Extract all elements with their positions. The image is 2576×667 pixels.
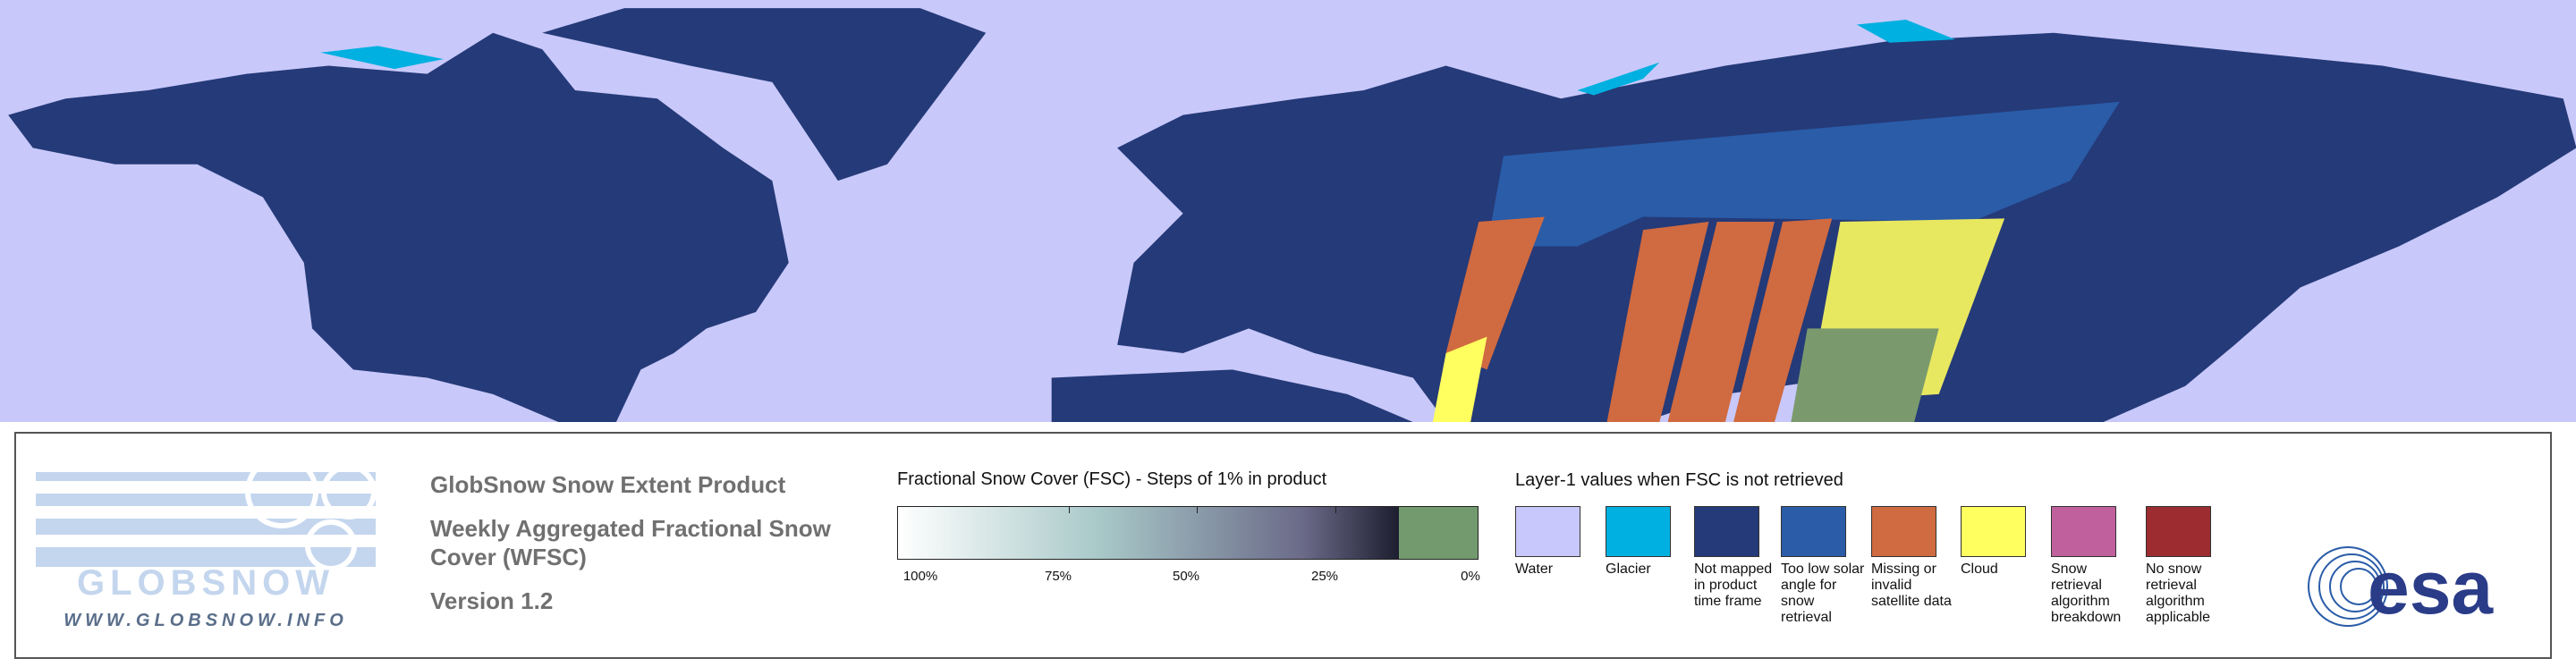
swath xyxy=(1667,221,1775,422)
fsc-tick xyxy=(1335,506,1336,513)
legend-swatch xyxy=(2146,506,2211,557)
swath xyxy=(1445,216,1545,370)
fsc-tick-label: 50% xyxy=(1172,569,1200,584)
globsnow-logo: GLOBSNOW WWW.GLOBSNOW.INFO xyxy=(36,455,377,630)
legend-label: Not mapped in product time frame xyxy=(1694,561,1773,609)
swath xyxy=(1606,221,1709,422)
layer1-title: Layer-1 values when FSC is not retrieved xyxy=(1515,470,1843,490)
fsc-colorbar xyxy=(897,506,1479,560)
map xyxy=(0,0,2576,422)
north-america xyxy=(8,32,789,422)
esa-text: esa xyxy=(2368,545,2494,629)
fsc-title: Fractional Snow Cover (FSC) - Steps of 1… xyxy=(897,469,1327,489)
legend-label: Glacier xyxy=(1606,561,1651,577)
legend-panel xyxy=(14,432,2552,659)
swath xyxy=(1791,328,1939,422)
esa-logo: esa xyxy=(2308,545,2494,629)
legend-swatch xyxy=(1781,506,1846,557)
legend-swatch xyxy=(1961,506,2026,557)
legend-label: Cloud xyxy=(1961,561,1998,577)
africa xyxy=(1051,369,1413,422)
legend-swatch xyxy=(2051,506,2116,557)
product-subtitle: Weekly Aggregated Fractional Snow Cover … xyxy=(430,515,831,570)
logo-name: GLOBSNOW xyxy=(77,563,335,603)
legend-swatch xyxy=(1871,506,1936,557)
fsc-tick-label: 25% xyxy=(1310,569,1339,584)
glacier xyxy=(1577,62,1660,96)
product-title: GlobSnow Snow Extent Product xyxy=(430,471,786,498)
fsc-tick-label: 0% xyxy=(1461,569,1480,584)
legend-label: Missing or invalid satellite data xyxy=(1871,561,1952,609)
swath xyxy=(1432,336,1487,422)
legend-label: Snow retrieval algorithm breakdown xyxy=(2051,561,2122,625)
legend-swatch xyxy=(1515,506,1580,557)
legend-label: Water xyxy=(1515,561,1554,577)
fsc-tick xyxy=(1069,506,1070,513)
product-version: Version 1.2 xyxy=(430,587,554,614)
fsc-tick-label: 75% xyxy=(1044,569,1072,584)
swath xyxy=(1733,218,1833,422)
swath xyxy=(1487,101,2120,247)
legend-swatch xyxy=(1606,506,1671,557)
fsc-tick xyxy=(1197,506,1198,513)
legend-label: No snow retrieval algorithm applicable xyxy=(2146,561,2211,625)
legend-swatch xyxy=(1694,506,1759,557)
glacier xyxy=(1856,20,1956,43)
land xyxy=(8,8,2576,422)
legend-label: Too low solar angle for snow retrieval xyxy=(1781,561,1865,625)
logo-url: WWW.GLOBSNOW.INFO xyxy=(64,611,348,630)
glacier xyxy=(320,46,444,70)
greenland xyxy=(542,8,987,182)
fsc-tick-label: 100% xyxy=(902,569,938,584)
